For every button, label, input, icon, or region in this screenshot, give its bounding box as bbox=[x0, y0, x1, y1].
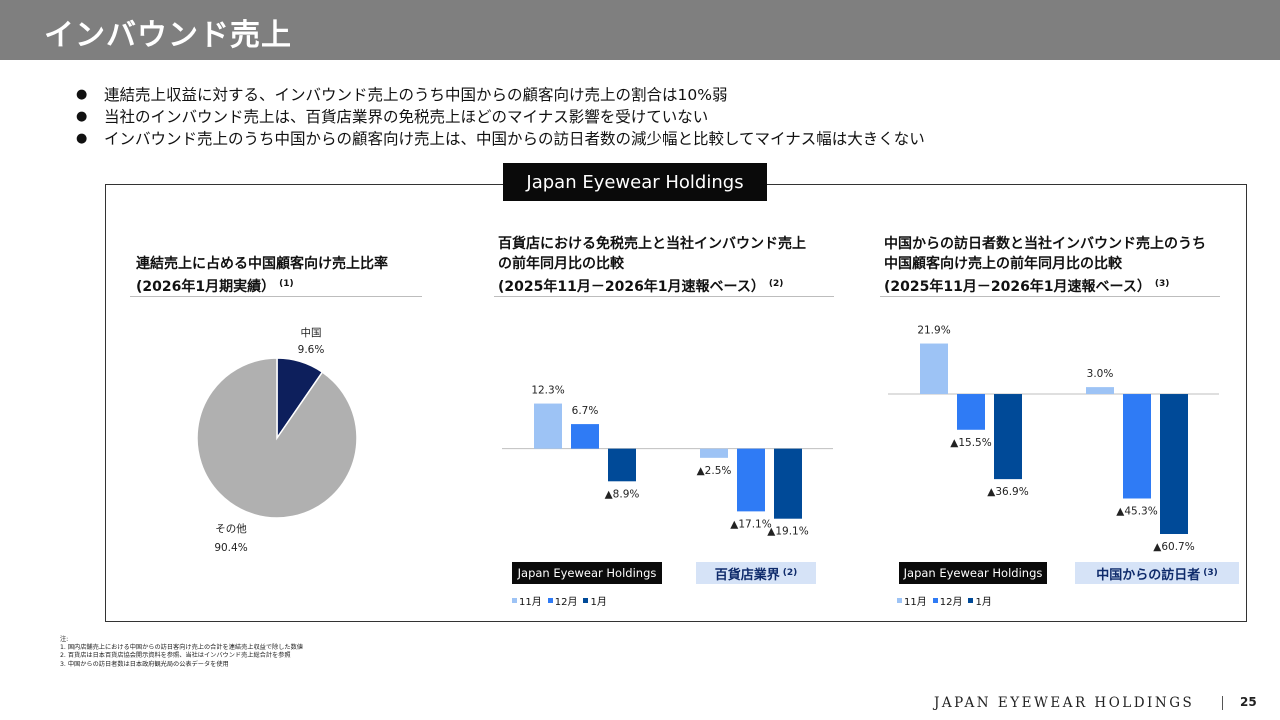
bar bbox=[774, 448, 802, 519]
dept-title-rule bbox=[494, 296, 834, 297]
legend-label: 1月 bbox=[975, 597, 992, 608]
header-bar: インバウンド売上 bbox=[0, 0, 1280, 60]
legend-swatch bbox=[932, 598, 938, 603]
dept-tag-industry-label: 百貨店業界 bbox=[714, 567, 780, 583]
pie-panel-title: 連結売上に占める中国顧客向け売上比率 (2026年1月期実績） (1) bbox=[136, 254, 388, 297]
footnote: 3. 中国からの訪日者数は日本政府観光局の公表データを使用 bbox=[60, 660, 229, 668]
bullet-item: インバウンド売上のうち中国からの顧客向け売上は、中国からの訪日者数の減少幅と比較… bbox=[76, 128, 925, 150]
dept-title-line2: の前年同月比の比較 bbox=[498, 256, 624, 272]
bar-data-label: ▲8.9% bbox=[605, 488, 640, 500]
visitor-title-line3: (2025年11月－2026年1月速報ベース） bbox=[884, 279, 1151, 295]
bar-data-label: 3.0% bbox=[1087, 368, 1114, 380]
legend-swatch bbox=[547, 598, 553, 603]
legend-item-dec: 12月 bbox=[932, 593, 963, 608]
dept-tag-industry: 百貨店業界 (2) bbox=[696, 562, 816, 584]
dept-title-line3: (2025年11月－2026年1月速報ベース） bbox=[498, 279, 765, 295]
visitor-tag-visitors-label: 中国からの訪日者 bbox=[1096, 567, 1201, 583]
pie-label-value: 9.6% bbox=[298, 344, 325, 356]
bar-data-label: 21.9% bbox=[917, 325, 950, 337]
dept-tag-company: Japan Eyewear Holdings bbox=[512, 562, 662, 584]
dept-legend: 11月 12月 1月 bbox=[512, 593, 607, 608]
page-title: インバウンド売上 bbox=[44, 18, 292, 53]
dept-note-ref: (2) bbox=[768, 279, 784, 289]
legend-swatch bbox=[968, 598, 974, 603]
pie-label-name: その他 bbox=[215, 522, 247, 535]
bar-data-label: ▲45.3% bbox=[1116, 505, 1157, 517]
legend-label: 11月 bbox=[519, 597, 542, 608]
legend-swatch bbox=[512, 598, 517, 603]
pie-title-rule bbox=[130, 296, 422, 297]
dept-title-line1: 百貨店における免税売上と当社インバウンド売上 bbox=[498, 236, 806, 252]
pie-label-name: 中国 bbox=[301, 326, 322, 339]
visitor-tag-visitors: 中国からの訪日者 (3) bbox=[1075, 562, 1239, 584]
legend-label: 12月 bbox=[939, 597, 963, 608]
footer-brand: JAPAN EYEWEAR HOLDINGS bbox=[934, 695, 1195, 711]
bar bbox=[994, 394, 1022, 480]
bar-data-label: ▲60.7% bbox=[1153, 541, 1194, 553]
footnote: 1. 国内店舗売上における中国からの訪日客向け売上の合計を連結売上収益で除した数… bbox=[60, 644, 303, 652]
bullet-item: 当社のインバウンド売上は、百貨店業界の免税売上ほどのマイナス影響を受けていない bbox=[76, 106, 925, 128]
legend-label: 12月 bbox=[554, 597, 578, 608]
visitor-tag-visitors-ref: (3) bbox=[1203, 568, 1218, 578]
bar bbox=[608, 448, 636, 482]
bar bbox=[700, 448, 728, 458]
legend-item-dec: 12月 bbox=[547, 593, 578, 608]
visitor-title-line1: 中国からの訪日者数と当社インバウンド売上のうち bbox=[884, 236, 1206, 252]
pie-title-line2: (2026年1月期実績） bbox=[136, 279, 276, 295]
legend-item-jan: 1月 bbox=[583, 593, 607, 608]
bar-data-label: 6.7% bbox=[572, 405, 599, 417]
bar-data-label: ▲17.1% bbox=[730, 518, 771, 530]
visitor-tag-company: Japan Eyewear Holdings bbox=[899, 562, 1047, 584]
visitor-title-rule bbox=[880, 296, 1220, 297]
footnote: 注: bbox=[60, 636, 69, 643]
bullet-list: 連結売上収益に対する、インバウンド売上のうち中国からの顧客向け売上の割合は10%… bbox=[76, 84, 925, 150]
bar bbox=[920, 343, 948, 395]
pie-title-line1: 連結売上に占める中国顧客向け売上比率 bbox=[136, 256, 388, 272]
legend-item-nov: 11月 bbox=[512, 593, 542, 608]
footnote: 2. 百貨店は日本百貨店協会開示資料を参照、当社はインバウンド売上総合計を参照 bbox=[60, 652, 291, 660]
legend-swatch bbox=[897, 598, 902, 603]
visitor-panel-title: 中国からの訪日者数と当社インバウンド売上のうち 中国顧客向け売上の前年同月比の比… bbox=[884, 234, 1206, 297]
dept-panel-title: 百貨店における免税売上と当社インバウンド売上 の前年同月比の比較 (2025年1… bbox=[498, 234, 806, 297]
frame-label: Japan Eyewear Holdings bbox=[503, 163, 767, 201]
bar-data-label: ▲36.9% bbox=[987, 486, 1028, 498]
legend-label: 11月 bbox=[904, 597, 927, 608]
bar bbox=[1123, 394, 1151, 499]
legend-item-jan: 1月 bbox=[968, 593, 992, 608]
dept-tag-industry-ref: (2) bbox=[782, 568, 798, 578]
bar bbox=[1160, 394, 1188, 535]
visitor-note-ref: (3) bbox=[1154, 279, 1170, 289]
visitor-legend: 11月 12月 1月 bbox=[897, 593, 992, 608]
pie-note-ref: (1) bbox=[279, 279, 294, 289]
bar-data-label: ▲2.5% bbox=[697, 465, 732, 477]
bar-data-label: ▲19.1% bbox=[767, 526, 808, 538]
footnotes: 注: 1. 国内店舗売上における中国からの訪日客向け売上の合計を連結売上収益で除… bbox=[60, 636, 303, 669]
bar bbox=[534, 403, 562, 449]
bar bbox=[571, 424, 599, 449]
bar bbox=[957, 394, 985, 430]
bar bbox=[1086, 387, 1114, 395]
bar-data-label: ▲15.5% bbox=[950, 437, 991, 449]
visitor-title-line2: 中国顧客向け売上の前年同月比の比較 bbox=[884, 256, 1122, 272]
bullet-item: 連結売上収益に対する、インバウンド売上のうち中国からの顧客向け売上の割合は10%… bbox=[76, 84, 925, 106]
legend-item-nov: 11月 bbox=[897, 593, 927, 608]
bar bbox=[737, 448, 765, 512]
pie-label-value: 90.4% bbox=[214, 542, 247, 554]
bar-data-label: 12.3% bbox=[531, 385, 564, 397]
page-number: 25 bbox=[1240, 695, 1257, 709]
legend-label: 1月 bbox=[590, 597, 607, 608]
legend-swatch bbox=[583, 598, 589, 603]
pie-slice-other bbox=[196, 357, 358, 519]
footer-separator bbox=[1222, 696, 1223, 710]
